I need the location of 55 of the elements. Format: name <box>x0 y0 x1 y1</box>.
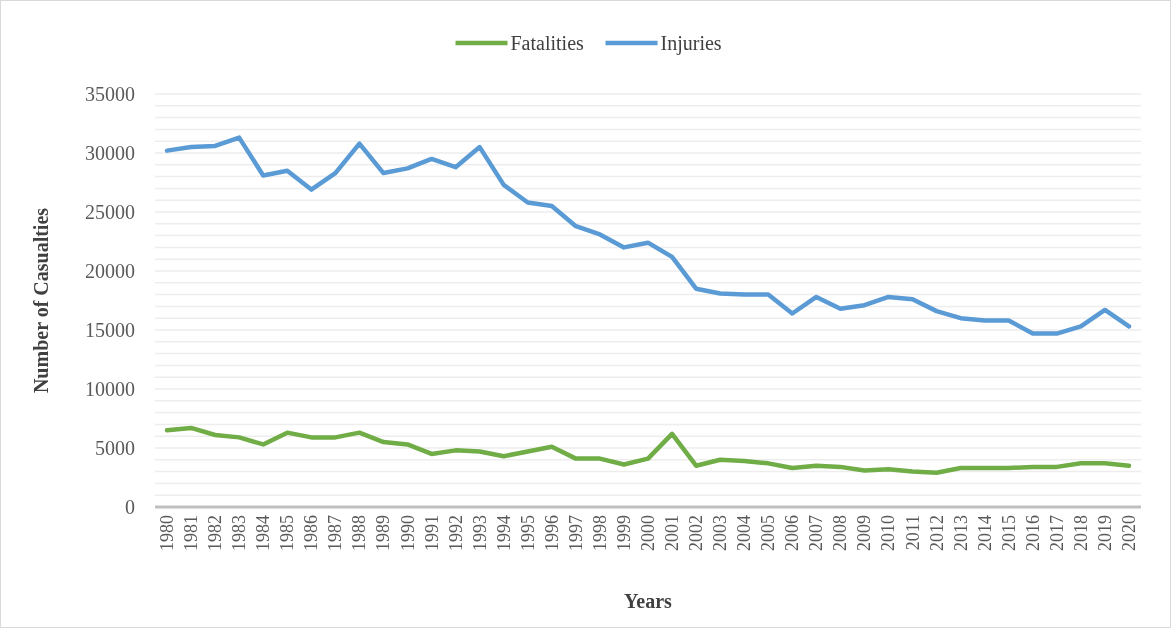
legend-label: Fatalities <box>510 32 585 54</box>
x-tick-label: 1991 <box>421 515 442 551</box>
x-tick-label: 1999 <box>613 515 634 551</box>
x-tick-label: 1993 <box>469 515 490 551</box>
y-tick-label: 15000 <box>85 319 135 341</box>
y-tick-label: 0 <box>125 496 135 518</box>
y-tick-label: 35000 <box>85 83 135 105</box>
x-tick-label: 2003 <box>710 515 731 551</box>
x-tick-label: 2011 <box>902 515 923 551</box>
y-tick-label: 30000 <box>85 142 135 164</box>
x-tick-label: 2006 <box>782 515 803 551</box>
x-tick-label: 1983 <box>229 515 250 551</box>
x-tick-label: 2002 <box>686 515 707 551</box>
x-tick-label: 2004 <box>734 515 755 551</box>
x-tick-label: 1994 <box>493 515 514 551</box>
x-tick-label: 1992 <box>445 515 466 551</box>
x-tick-label: 1985 <box>277 515 298 551</box>
x-tick-label: 2010 <box>878 515 899 551</box>
y-tick-label: 25000 <box>85 201 135 223</box>
x-tick-label: 1988 <box>349 515 370 551</box>
x-tick-label: 2019 <box>1094 515 1115 551</box>
line-series <box>164 135 1132 336</box>
x-tick-label: 2017 <box>1046 515 1067 551</box>
x-tick-label: 2007 <box>806 515 827 551</box>
x-tick-label: 1987 <box>325 515 346 551</box>
x-axis-title: Years <box>624 590 673 612</box>
x-tick-label: 2008 <box>830 515 851 551</box>
y-tick-label: 5000 <box>95 437 135 459</box>
x-tick-label: 1996 <box>541 515 562 551</box>
x-tick-label: 2005 <box>758 515 779 551</box>
x-tick-label: 1997 <box>565 515 586 551</box>
y-axis-title: Number of Casualties <box>30 207 52 394</box>
x-tick-label: 1982 <box>205 515 226 551</box>
y-tick-label: 20000 <box>85 260 135 282</box>
x-tick-label: 2013 <box>950 515 971 551</box>
x-tick-label: 2015 <box>998 515 1019 551</box>
x-tick-label: 2009 <box>854 515 875 551</box>
x-tick-label: 1989 <box>373 515 394 551</box>
x-tick-label: 1986 <box>301 515 322 551</box>
x-tick-label: 2016 <box>1022 515 1043 551</box>
legend-label: Injuries <box>660 32 722 55</box>
line-series <box>164 425 1132 476</box>
y-tick-label: 10000 <box>85 378 135 400</box>
x-tick-label: 2001 <box>662 515 683 551</box>
x-tick-label: 1998 <box>589 515 610 551</box>
x-tick-label: 2018 <box>1070 515 1091 551</box>
x-tick-label: 1980 <box>157 515 178 551</box>
x-tick-label: 2020 <box>1118 515 1139 551</box>
x-tick-label: 1990 <box>397 515 418 551</box>
x-tick-label: 2014 <box>974 515 995 551</box>
x-tick-label: 1995 <box>517 515 538 551</box>
x-tick-label: 1984 <box>253 515 274 551</box>
x-tick-label: 2012 <box>926 515 947 551</box>
x-tick-label: 1981 <box>181 515 202 551</box>
x-tick-label: 2000 <box>638 515 658 551</box>
